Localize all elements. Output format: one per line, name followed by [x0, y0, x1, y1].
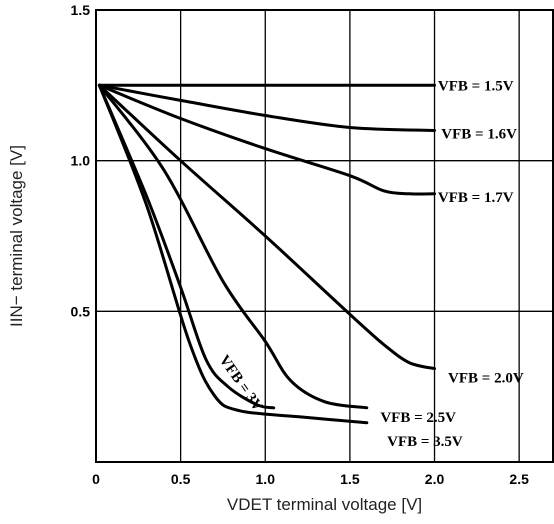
series-line: [97, 83, 436, 371]
series-label: VFB = 1.5V: [438, 78, 514, 94]
y-tick-label: 1.5: [71, 2, 91, 18]
series-line: [97, 83, 369, 425]
series-lines: [97, 83, 436, 425]
series-label: VFB = 1.6V: [441, 127, 517, 143]
x-tick-label: 2.5: [509, 471, 529, 487]
series-line: [97, 83, 436, 132]
x-tick-label: 2.0: [425, 471, 445, 487]
series-label: VFB = 3.5V: [387, 434, 463, 450]
x-tick-label: 0.5: [171, 471, 191, 487]
x-tick-labels: 0 0.5 1.0 1.5 2.0 2.5: [92, 471, 529, 487]
y-axis-title: IIN− terminal voltage [V]: [7, 145, 26, 327]
x-tick-label: 1.0: [256, 471, 276, 487]
series-line: [97, 83, 436, 196]
y-tick-labels: 0.5 1.0 1.5: [71, 2, 91, 319]
x-axis-title: VDET terminal voltage [V]: [227, 495, 422, 514]
y-tick-label: 1.0: [71, 153, 91, 169]
series-labels: VFB = 1.5V VFB = 1.6V VFB = 1.7V VFB = 2.0V…: [216, 78, 524, 450]
series-label: VFB = 2.5V: [380, 410, 456, 426]
plot-frame: [95, 9, 554, 463]
y-tick-label: 0.5: [71, 303, 91, 319]
series-line: [97, 83, 369, 410]
series-label: VFB = 1.7V: [438, 190, 514, 206]
x-tick-label: 0: [92, 471, 100, 487]
series-label: VFB = 2.0V: [448, 371, 524, 387]
series-line: [97, 83, 276, 410]
x-tick-label: 1.5: [340, 471, 360, 487]
